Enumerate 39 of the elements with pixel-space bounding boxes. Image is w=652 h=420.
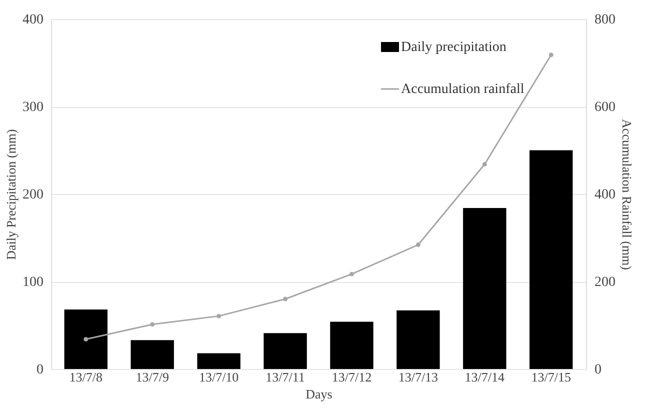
y-tick-label: 300 — [22, 100, 44, 115]
x-tick-label: 13/7/9 — [136, 370, 169, 384]
y-axis-title: Daily Precipitation (mm) — [4, 129, 18, 260]
point — [482, 162, 487, 166]
bar — [530, 150, 573, 369]
y-tick-label: 0 — [36, 362, 44, 378]
point — [150, 322, 155, 327]
bar — [64, 310, 108, 369]
y2-axis-title: Accumulation Rainfall (mm) — [620, 119, 634, 270]
point — [349, 272, 354, 276]
y-tick-label: 400 — [22, 12, 44, 28]
y-tick-label: 200 — [22, 188, 44, 202]
bar — [264, 333, 307, 369]
x-tick-label: 13/7/11 — [266, 370, 305, 384]
x-tick-label: 13/7/8 — [69, 370, 103, 384]
point — [283, 296, 288, 302]
legend-label: Daily precipitation — [401, 40, 506, 55]
y-tick-label: 100 — [22, 275, 44, 290]
x-tick-label: 13/7/15 — [531, 370, 571, 384]
x-axis-title: Days — [306, 386, 332, 402]
point — [548, 52, 554, 58]
point — [416, 242, 420, 247]
y2-tick-label: 600 — [594, 100, 616, 115]
x-tick-label: 13/7/12 — [332, 370, 372, 384]
y2-tick-label: 400 — [594, 188, 616, 202]
x-tick-label: 13/7/10 — [198, 370, 239, 384]
bar — [330, 322, 374, 369]
x-tick-label: 13/7/13 — [398, 370, 438, 384]
point — [84, 337, 88, 342]
bar — [463, 208, 506, 369]
y2-tick-label: 800 — [594, 12, 616, 28]
bar — [396, 310, 440, 369]
bar — [130, 340, 174, 369]
y2-tick-label: 200 — [594, 275, 616, 290]
bar — [197, 353, 240, 369]
y2-tick-label: 0 — [594, 362, 602, 378]
point — [216, 314, 222, 318]
legend-label: Accumulation rainfall — [401, 82, 524, 97]
x-tick-label: 13/7/14 — [464, 370, 506, 384]
